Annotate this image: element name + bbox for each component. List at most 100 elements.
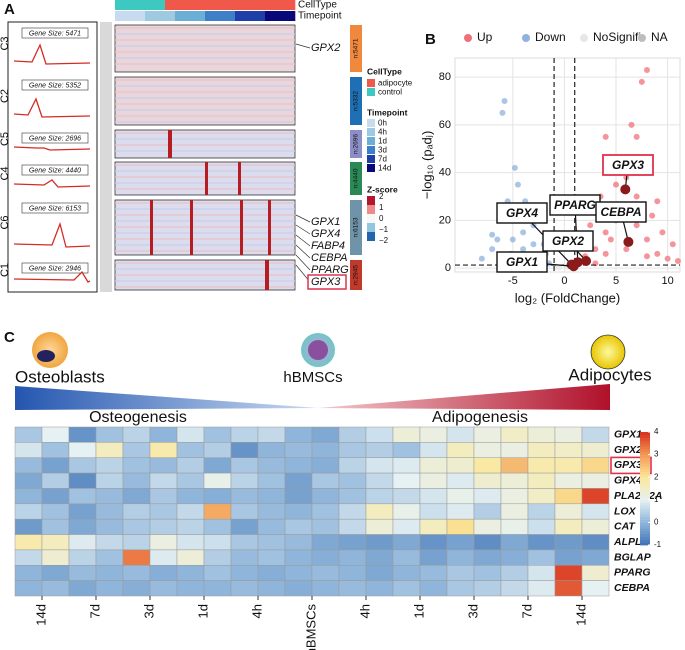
heatmap-cell xyxy=(365,580,394,597)
legend-title: Timepoint xyxy=(367,107,408,117)
heatmap-cell xyxy=(68,518,97,535)
heatmap-cell xyxy=(230,534,259,551)
point xyxy=(511,164,518,171)
heatmap-cell xyxy=(176,457,205,474)
celltype-track-cell xyxy=(280,0,286,10)
heatmap-cell xyxy=(446,472,475,489)
colorbar-segment xyxy=(640,457,650,461)
heatmap-cell xyxy=(203,503,232,520)
heatmap-cell xyxy=(554,534,583,551)
heatmap-cell xyxy=(473,442,502,458)
heatmap-cell xyxy=(284,580,313,597)
heatmap-cell xyxy=(41,426,70,443)
heatmap-cell xyxy=(581,488,610,505)
heatmap-texture xyxy=(115,91,295,93)
timepoint-track-cell xyxy=(175,11,181,21)
timepoint-track-cell xyxy=(230,11,236,21)
heatmap-cell xyxy=(365,518,394,535)
point xyxy=(602,250,609,257)
panel-label: A xyxy=(4,1,15,18)
legend-label: adipocyte xyxy=(378,79,413,88)
heatmap-cell xyxy=(554,565,583,581)
heatmap-cell xyxy=(68,472,97,489)
heatmap-cell xyxy=(338,426,367,443)
annotation-label: GPX4 xyxy=(506,206,538,220)
celltype-track-cell xyxy=(230,0,236,10)
colorbar-segment xyxy=(640,474,650,478)
track-label: CellType xyxy=(298,0,337,11)
heatmap-cell xyxy=(500,534,529,551)
point xyxy=(520,246,527,253)
heatmap-cell xyxy=(554,472,583,489)
dendro-strip xyxy=(100,22,112,292)
point xyxy=(520,229,527,236)
heatmap-cell xyxy=(149,549,178,566)
gene-label: FABP4 xyxy=(311,240,345,252)
point xyxy=(643,236,650,243)
process-label: Osteogenesis xyxy=(89,409,187,426)
legend-title: CellType xyxy=(367,66,402,76)
heatmap-cell xyxy=(554,580,583,597)
heatmap-cell xyxy=(311,534,340,551)
heatmap-texture xyxy=(115,262,295,264)
heatmap-cell xyxy=(257,457,286,474)
heatmap-cell xyxy=(419,534,448,551)
heatmap-cell xyxy=(230,549,259,566)
heatmap-cell xyxy=(149,534,178,551)
legend-label: NA xyxy=(651,30,668,44)
timepoint-track-cell xyxy=(190,11,196,21)
heatmap-cell xyxy=(338,472,367,489)
legend-marker xyxy=(638,34,646,42)
point xyxy=(530,241,537,248)
heatmap-cell xyxy=(203,580,232,597)
zscore-bar xyxy=(367,223,375,232)
cluster-size: n:2945 xyxy=(353,265,360,285)
zscore-tick: −2 xyxy=(379,236,389,245)
heatmap-cell xyxy=(419,518,448,535)
heatmap-cell xyxy=(284,472,313,489)
x-tick-label: 4h xyxy=(249,604,264,618)
timepoint-track-cell xyxy=(255,11,261,21)
legend-label: NoSignifi xyxy=(593,30,641,44)
row-label: GPX3 xyxy=(614,459,642,471)
osteoblast-icon xyxy=(32,332,68,368)
heatmap-cell xyxy=(95,426,124,443)
colorbar-segment xyxy=(640,488,650,492)
colorbar-segment xyxy=(640,542,650,546)
timepoint-track-cell xyxy=(135,11,141,21)
heatmap-cell xyxy=(419,426,448,443)
colorbar-segment xyxy=(640,434,650,439)
heatmap-cell xyxy=(581,472,610,489)
profile-line xyxy=(13,179,91,188)
gene-size-box xyxy=(21,27,89,39)
heatmap-cell xyxy=(122,549,151,566)
heatmap-cell xyxy=(122,472,151,489)
celltype-track-cell xyxy=(235,0,241,10)
legend-swatch xyxy=(367,128,375,136)
timepoint-track-cell xyxy=(285,11,291,21)
heatmap-cell xyxy=(554,503,583,520)
heatmap-cell xyxy=(176,488,205,505)
hbmsc-nucleus xyxy=(308,340,328,360)
celltype-track-cell xyxy=(115,0,121,10)
point xyxy=(478,255,485,262)
heatmap-cell xyxy=(14,442,43,458)
timepoint-track-cell xyxy=(120,11,126,21)
celltype-track-cell xyxy=(155,0,161,10)
gene-leader xyxy=(295,214,311,223)
celltype-track-cell xyxy=(210,0,216,10)
colorbar-segment xyxy=(640,440,650,444)
heatmap-cell xyxy=(284,518,313,535)
heatmap-cell xyxy=(122,488,151,505)
heatmap-cell xyxy=(95,472,124,489)
profile-frame xyxy=(7,21,98,293)
timepoint-track-cell xyxy=(170,11,176,21)
heatmap-stripe xyxy=(205,162,208,195)
gene-size: Gene Size: 5471 xyxy=(29,30,81,37)
row-label: ALPL xyxy=(613,536,641,548)
heatmap-cell xyxy=(500,580,529,597)
point xyxy=(633,222,640,229)
heatmap-cell xyxy=(95,565,124,581)
point xyxy=(509,236,516,243)
heatmap-texture xyxy=(115,132,295,134)
